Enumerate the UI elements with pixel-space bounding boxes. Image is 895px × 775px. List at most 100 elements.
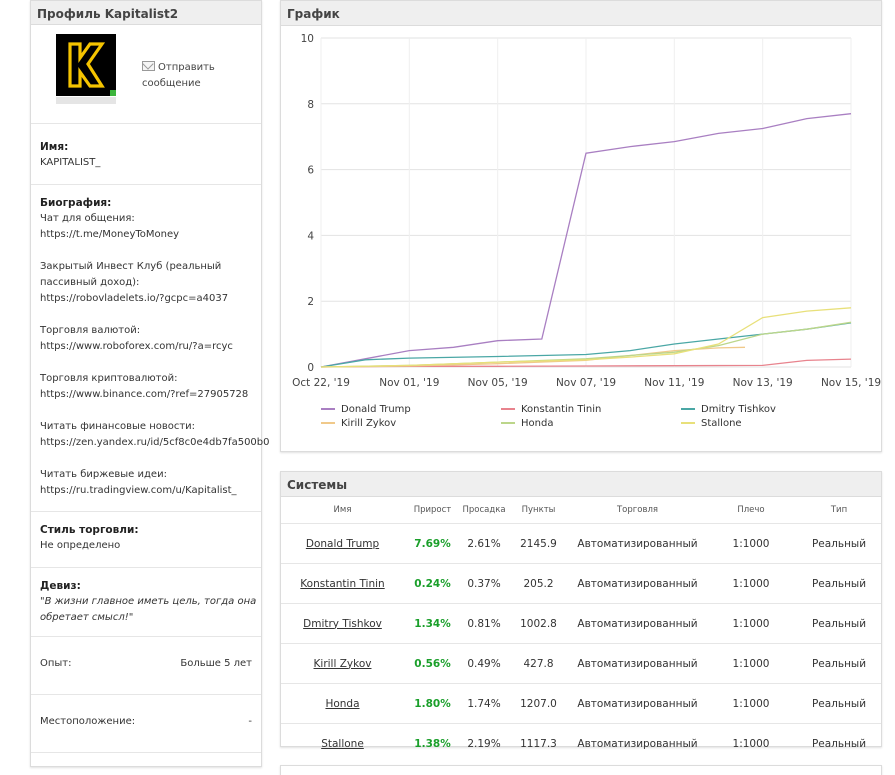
- trading-cell: Автоматизированный: [570, 603, 705, 644]
- send-message-label: Отправить сообщение: [142, 62, 215, 89]
- gain-cell: 7.69%: [404, 523, 461, 564]
- column-header[interactable]: Имя: [333, 505, 352, 515]
- equity-chart[interactable]: 0 2 4 6 8 10 Oct 22, '19 Nov 01, '19 Nov 05, '19…: [281, 26, 881, 401]
- series-line-konstantin-tinin: [320, 358, 852, 368]
- avatar[interactable]: [56, 34, 116, 104]
- column-header[interactable]: Прирост: [413, 505, 452, 515]
- profile-panel: Профиль Kapitalist2 Отправить сообщение …: [30, 0, 270, 767]
- name-value: KAPITALIST_: [40, 157, 101, 168]
- name-cell: Donald Trump: [281, 523, 404, 564]
- bio-link[interactable]: https://robovladelets.io/?gcpc=a4037: [40, 293, 229, 304]
- bio-link[interactable]: https://www.binance.com/?ref=27905728: [40, 389, 249, 400]
- column-header[interactable]: Торговля: [616, 505, 658, 515]
- bio-link[interactable]: https://www.roboforex.com/ru/?a=rcyc: [40, 341, 233, 352]
- system-name-link[interactable]: Honda: [325, 697, 360, 710]
- bio-block: Читать финансовые новости: https://zen.ya…: [40, 419, 270, 451]
- series-line-stallone: [320, 307, 852, 368]
- bio-block: Чат для общения: https://t.me/MoneyToMone…: [40, 211, 260, 243]
- legend-item[interactable]: Dmitry Tishkov: [681, 404, 776, 415]
- name-cell: Honda: [281, 683, 404, 724]
- bio-block: Торговля криптовалютой: https://www.binan…: [40, 371, 260, 403]
- system-name-link[interactable]: Konstantin Tinin: [300, 577, 385, 590]
- system-name-link[interactable]: Stallone: [321, 737, 364, 750]
- legend-label: Stallone: [701, 418, 742, 429]
- divider: [31, 184, 261, 185]
- chart-panel: График 0 2 4 6 8 10 Oct 22, '19 Nov 01, '19 Nov …: [280, 0, 882, 452]
- points-cell: 2145.9: [507, 523, 570, 564]
- motto-value: "В жизни главное иметь цель, тогда она о…: [40, 596, 257, 623]
- legend-label: Konstantin Tinin: [521, 404, 602, 415]
- experience-value: Больше 5 лет: [180, 658, 252, 669]
- column-header[interactable]: Просадка: [462, 505, 506, 515]
- profile-title: Профиль Kapitalist2: [31, 0, 261, 25]
- y-tick-label: 10: [301, 33, 314, 45]
- name-cell: Stallone: [281, 723, 404, 763]
- experience-row: Опыт: Больше 5 лет: [40, 658, 252, 669]
- legend-item[interactable]: Kirill Zykov: [321, 418, 396, 429]
- drawdown-cell: 2.19%: [461, 723, 507, 763]
- column-header[interactable]: Пункты: [521, 505, 556, 515]
- drawdown-cell: 0.49%: [461, 643, 507, 684]
- leverage-cell: 1:1000: [705, 603, 797, 644]
- legend-label: Kirill Zykov: [341, 418, 397, 429]
- bio-block: Торговля валютой: https://www.roboforex.c…: [40, 323, 260, 355]
- gain-cell: 0.56%: [404, 643, 461, 684]
- bio-link[interactable]: https://ru.tradingview.com/u/Kapitalist_: [40, 485, 237, 496]
- trading-cell: Автоматизированный: [570, 643, 705, 684]
- legend-label: Donald Trump: [341, 404, 411, 415]
- legend-item[interactable]: Donald Trump: [321, 404, 411, 415]
- type-cell: Реальный: [797, 723, 881, 763]
- avatar-bar: [56, 97, 116, 104]
- divider: [31, 511, 261, 512]
- trading-cell: Автоматизированный: [570, 683, 705, 724]
- name-cell: Dmitry Tishkov: [281, 603, 404, 644]
- y-tick-label: 8: [307, 99, 314, 111]
- gain-cell: 0.24%: [404, 563, 461, 604]
- x-tick-label: Nov 01, '19: [379, 377, 439, 389]
- divider: [31, 123, 261, 124]
- system-name-link[interactable]: Donald Trump: [305, 537, 380, 550]
- table-row: Stallone 1.38% 2.19% 1117.3 Автоматизированн…: [281, 723, 881, 763]
- send-message-link[interactable]: Отправить сообщение: [142, 60, 252, 92]
- bio-label: Биография:: [40, 197, 112, 209]
- type-cell: Реальный: [797, 683, 881, 724]
- legend-item[interactable]: Honda: [501, 418, 553, 429]
- system-name-link[interactable]: Dmitry Tishkov: [303, 617, 382, 630]
- bio-content: Чат для общения: https://t.me/MoneyToMone…: [40, 211, 270, 499]
- type-cell: Реальный: [797, 643, 881, 684]
- system-name-link[interactable]: Kirill Zykov: [313, 657, 372, 670]
- series-line-kirill-zykov: [320, 346, 746, 368]
- systems-title: Системы: [281, 472, 881, 497]
- systems-table: Имя Прирост Просадка Пункты Торговля Пле…: [281, 497, 881, 763]
- trading-style-value: Не определено: [40, 540, 121, 551]
- table-row: Kirill Zykov 0.56% 0.49% 427.8 Автоматизиров…: [281, 643, 881, 684]
- points-cell: 1207.0: [507, 683, 570, 724]
- motto-field: Девиз: "В жизни главное иметь цель, тогд…: [40, 578, 260, 626]
- bio-link[interactable]: https://t.me/MoneyToMoney: [40, 229, 180, 240]
- bio-block: Закрытый Инвест Клуб (реальный пассивный …: [40, 259, 260, 307]
- legend-swatch: [321, 422, 335, 424]
- location-value: -: [248, 716, 252, 727]
- bio-link[interactable]: https://zen.yandex.ru/id/5cf8c0e4db7fa50…: [40, 437, 270, 448]
- x-tick-label: Nov 07, '19: [556, 377, 616, 389]
- gain-cell: 1.80%: [404, 683, 461, 724]
- gain-cell: 1.34%: [404, 603, 461, 644]
- points-cell: 1117.3: [507, 723, 570, 763]
- bio-text: Торговля валютой:: [40, 325, 141, 336]
- bio-text: пассивный доход):: [40, 277, 140, 288]
- location-row: Местоположение: -: [40, 716, 252, 727]
- legend-item[interactable]: Konstantin Tinin: [501, 404, 601, 415]
- drawdown-cell: 1.74%: [461, 683, 507, 724]
- column-header[interactable]: Плечо: [737, 505, 765, 515]
- online-indicator: [110, 90, 116, 96]
- legend-swatch: [501, 422, 515, 424]
- divider: [31, 567, 261, 568]
- motto-label: Девиз:: [40, 580, 81, 592]
- legend-swatch: [681, 422, 695, 424]
- legend-item[interactable]: Stallone: [681, 418, 742, 429]
- trading-cell: Автоматизированный: [570, 563, 705, 604]
- table-row: Honda 1.80% 1.74% 1207.0 Автоматизированный 1…: [281, 683, 881, 724]
- column-header[interactable]: Тип: [830, 505, 848, 515]
- table-row: Donald Trump 7.69% 2.61% 2145.9 Автоматизиро…: [281, 523, 881, 564]
- leverage-cell: 1:1000: [705, 563, 797, 604]
